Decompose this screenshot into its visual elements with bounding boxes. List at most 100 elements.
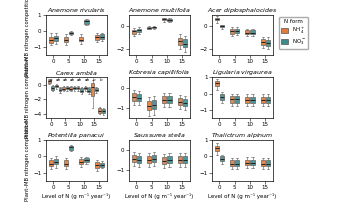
PathPatch shape [79,159,83,164]
PathPatch shape [230,160,234,166]
PathPatch shape [62,87,65,90]
PathPatch shape [261,39,265,45]
PathPatch shape [88,88,90,92]
PathPatch shape [183,99,187,106]
PathPatch shape [84,87,87,89]
PathPatch shape [251,30,254,34]
PathPatch shape [100,34,104,39]
PathPatch shape [84,20,89,24]
PathPatch shape [245,160,250,165]
PathPatch shape [162,157,166,164]
X-axis label: Level of N (g m⁻¹ year⁻¹): Level of N (g m⁻¹ year⁻¹) [125,193,193,198]
PathPatch shape [215,81,219,86]
PathPatch shape [66,87,69,89]
PathPatch shape [167,19,172,21]
Title: $\it{Acer\ diplosphalocides}$: $\it{Acer\ diplosphalocides}$ [207,6,278,15]
PathPatch shape [98,108,101,113]
PathPatch shape [251,97,254,102]
Title: $\it{Anemone\ rivularis}$: $\it{Anemone\ rivularis}$ [47,6,106,14]
PathPatch shape [132,30,136,34]
PathPatch shape [220,156,224,161]
PathPatch shape [251,160,254,165]
Title: $\it{Ligularia\ virgaurea}$: $\it{Ligularia\ virgaurea}$ [212,68,273,77]
PathPatch shape [230,29,234,34]
PathPatch shape [64,160,68,166]
PathPatch shape [230,96,234,102]
PathPatch shape [49,160,52,166]
PathPatch shape [84,158,89,162]
Text: ab: ab [56,78,61,82]
PathPatch shape [152,100,156,109]
PathPatch shape [95,35,99,40]
PathPatch shape [215,18,219,21]
PathPatch shape [152,27,156,28]
PathPatch shape [102,109,105,113]
X-axis label: Level of N (g m⁻¹ year⁻¹): Level of N (g m⁻¹ year⁻¹) [208,193,276,198]
PathPatch shape [73,87,76,89]
PathPatch shape [69,87,72,90]
PathPatch shape [162,18,166,21]
Y-axis label: Plant–MB nitrogen competition: Plant–MB nitrogen competition [26,120,30,201]
Text: ab: ab [63,78,68,82]
PathPatch shape [79,37,83,41]
Title: $\it{Anemone\ multifolia}$: $\it{Anemone\ multifolia}$ [128,6,191,14]
PathPatch shape [162,96,166,103]
PathPatch shape [266,160,270,166]
X-axis label: Level of N (g m⁻¹ year⁻¹): Level of N (g m⁻¹ year⁻¹) [42,193,110,198]
PathPatch shape [69,32,73,34]
PathPatch shape [261,160,265,166]
Title: $\it{Saussurea\ stella}$: $\it{Saussurea\ stella}$ [133,131,186,139]
PathPatch shape [167,156,172,163]
PathPatch shape [55,85,58,87]
PathPatch shape [178,156,182,163]
PathPatch shape [132,155,136,162]
PathPatch shape [167,96,172,103]
PathPatch shape [137,156,141,163]
Y-axis label: Plant–MB nitrogen competition: Plant–MB nitrogen competition [26,57,30,138]
PathPatch shape [137,29,141,32]
PathPatch shape [80,88,83,92]
PathPatch shape [266,97,270,102]
PathPatch shape [235,29,239,33]
PathPatch shape [137,94,141,101]
PathPatch shape [183,156,187,163]
PathPatch shape [152,155,156,162]
Y-axis label: Plant–MB nitrogen competition: Plant–MB nitrogen competition [26,0,30,76]
Title: $\it{Thalictrum\ alpinum}$: $\it{Thalictrum\ alpinum}$ [211,131,273,140]
PathPatch shape [54,159,58,164]
PathPatch shape [77,87,79,89]
PathPatch shape [100,163,104,167]
PathPatch shape [220,25,224,28]
PathPatch shape [64,37,68,42]
PathPatch shape [48,80,50,83]
PathPatch shape [147,156,151,163]
PathPatch shape [49,37,52,43]
PathPatch shape [54,36,58,41]
PathPatch shape [95,88,98,91]
Title: $\it{Carex\ amblia}$: $\it{Carex\ amblia}$ [55,69,98,77]
PathPatch shape [91,83,94,96]
PathPatch shape [178,38,182,45]
PathPatch shape [215,146,219,151]
PathPatch shape [147,27,151,29]
PathPatch shape [266,39,270,46]
Text: b: b [93,78,96,82]
Text: ab: ab [70,78,75,82]
PathPatch shape [178,98,182,105]
PathPatch shape [235,160,239,166]
Title: $\it{Kobresia\ capillifolia}$: $\it{Kobresia\ capillifolia}$ [128,68,190,77]
PathPatch shape [147,101,151,110]
PathPatch shape [245,97,250,102]
PathPatch shape [58,88,61,91]
Text: ab: ab [77,78,82,82]
Title: $\it{Potentilla\ panacui}$: $\it{Potentilla\ panacui}$ [47,131,105,140]
Text: ab: ab [85,78,90,82]
PathPatch shape [261,97,265,102]
Text: a: a [50,78,52,82]
Text: b: b [100,78,103,82]
PathPatch shape [220,94,224,100]
PathPatch shape [235,96,239,102]
PathPatch shape [183,39,187,47]
PathPatch shape [95,162,99,168]
PathPatch shape [132,93,136,101]
